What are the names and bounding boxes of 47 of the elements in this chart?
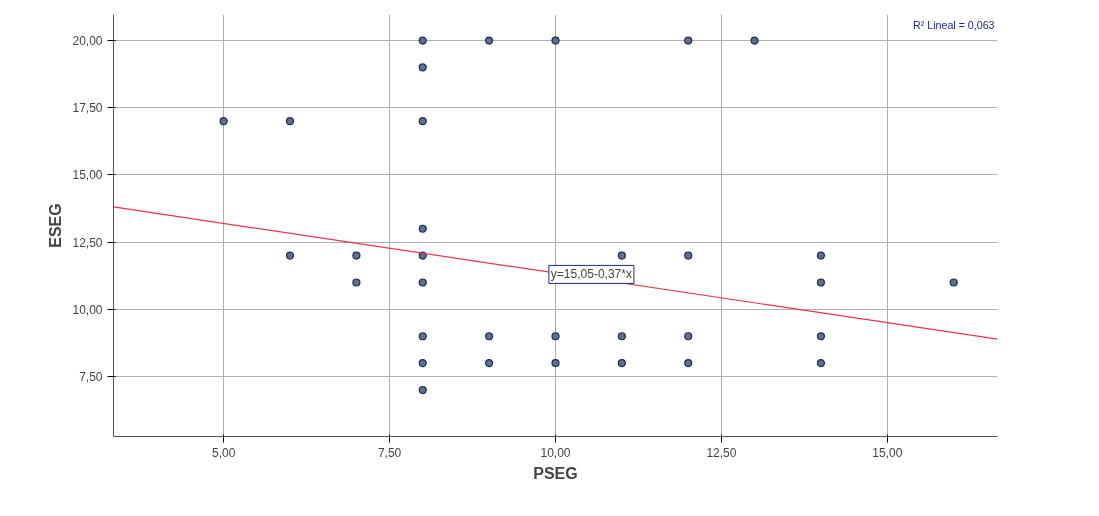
point bbox=[418, 63, 427, 72]
point bbox=[684, 36, 693, 45]
y-tick-label: 20,00 bbox=[72, 34, 103, 49]
x-tick-label: 7,50 bbox=[377, 445, 402, 460]
point bbox=[551, 332, 560, 341]
point bbox=[485, 36, 494, 45]
point bbox=[684, 251, 693, 260]
point bbox=[352, 278, 361, 287]
y-tick-label: 10,00 bbox=[72, 302, 103, 317]
annotation: R² Lineal = 0,063 bbox=[913, 18, 995, 31]
y-axis-title: ESEG bbox=[47, 203, 65, 248]
point bbox=[485, 332, 494, 341]
point bbox=[816, 332, 826, 341]
x-tick-label: 5,00 bbox=[211, 445, 236, 460]
point bbox=[285, 251, 295, 260]
x-tick-label: 12,50 bbox=[706, 445, 737, 460]
point bbox=[816, 278, 826, 287]
annotation: y=15,05-0,37*x bbox=[550, 267, 632, 282]
point bbox=[816, 251, 826, 260]
point bbox=[684, 332, 693, 341]
point bbox=[750, 36, 759, 45]
point bbox=[219, 117, 228, 126]
point bbox=[418, 278, 427, 287]
point bbox=[551, 36, 560, 45]
y-tick-label: 7,50 bbox=[79, 370, 103, 385]
point bbox=[285, 117, 295, 126]
point bbox=[352, 251, 361, 260]
x-tick-label: 15,00 bbox=[872, 445, 903, 460]
point bbox=[418, 36, 427, 45]
point bbox=[617, 332, 626, 341]
point bbox=[418, 117, 427, 126]
point bbox=[617, 251, 626, 260]
y-tick-label: 15,00 bbox=[72, 168, 103, 183]
point bbox=[418, 332, 427, 341]
x-axis-title: PSEG bbox=[533, 464, 578, 482]
point bbox=[816, 359, 826, 368]
point bbox=[418, 224, 427, 233]
point bbox=[949, 278, 958, 287]
y-tick-label: 12,50 bbox=[72, 235, 103, 250]
point bbox=[684, 359, 693, 368]
point bbox=[551, 359, 560, 368]
point bbox=[418, 359, 427, 368]
point bbox=[418, 385, 427, 395]
point bbox=[617, 359, 626, 368]
point bbox=[485, 359, 494, 368]
x-tick-label: 10,00 bbox=[540, 445, 571, 460]
y-tick-label: 17,50 bbox=[72, 101, 103, 116]
